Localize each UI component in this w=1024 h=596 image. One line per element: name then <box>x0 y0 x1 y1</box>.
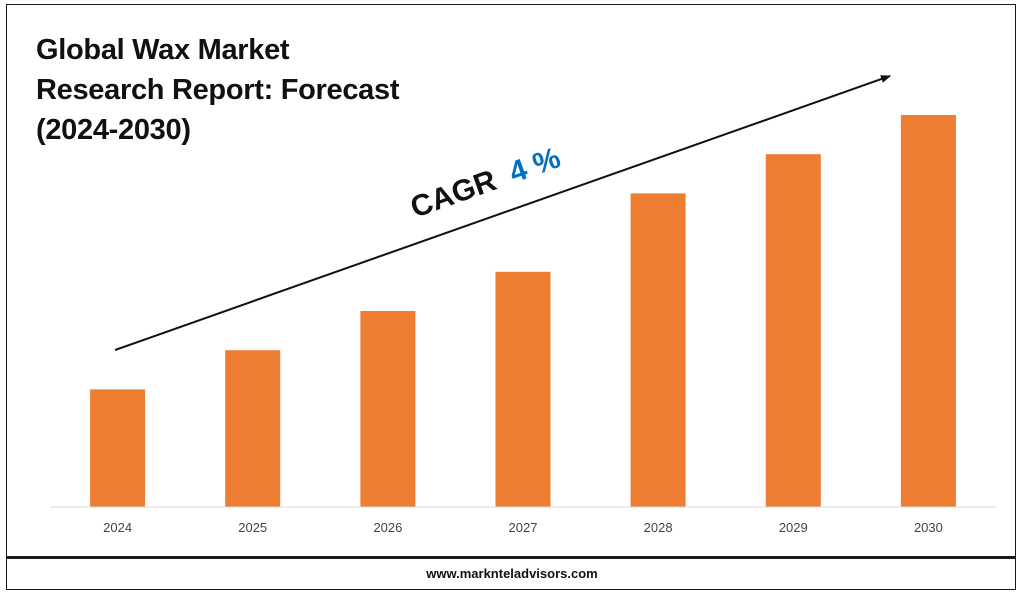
bar-chart: 2024 2025 2026 2027 2028 2029 2030 CAGR 4 % <box>50 75 996 535</box>
cagr-value: 4 % <box>505 141 565 189</box>
x-tick-label: 2029 <box>779 520 808 535</box>
cagr-annotation: CAGR 4 % <box>406 141 564 224</box>
cagr-label: CAGR <box>406 164 501 225</box>
footer-website: www.marknteladvisors.com <box>426 566 598 581</box>
bar-2030 <box>900 115 956 507</box>
title-line-1: Global Wax Market <box>36 34 290 66</box>
title-line-3: (2024-2030) <box>36 114 191 146</box>
bar-2024 <box>90 389 146 507</box>
bar-2027 <box>495 271 551 507</box>
x-axis-ticks: 2024 2025 2026 2027 2028 2029 2030 <box>103 520 943 535</box>
bar-2029 <box>765 154 821 507</box>
x-tick-label: 2030 <box>914 520 943 535</box>
x-tick-label: 2028 <box>644 520 673 535</box>
x-tick-label: 2026 <box>373 520 402 535</box>
bar-2026 <box>360 311 416 507</box>
bar-series <box>90 115 956 507</box>
bar-2025 <box>225 350 281 507</box>
bar-2028 <box>630 193 686 507</box>
x-tick-label: 2024 <box>103 520 132 535</box>
trend-arrow <box>114 75 891 351</box>
footer-divider <box>6 556 1016 559</box>
title-line-2: Research Report: Forecast <box>36 74 400 106</box>
x-tick-label: 2025 <box>238 520 267 535</box>
x-tick-label: 2027 <box>509 520 538 535</box>
chart-frame <box>6 4 1016 590</box>
page-title: Global Wax Market Research Report: Forec… <box>36 30 399 150</box>
